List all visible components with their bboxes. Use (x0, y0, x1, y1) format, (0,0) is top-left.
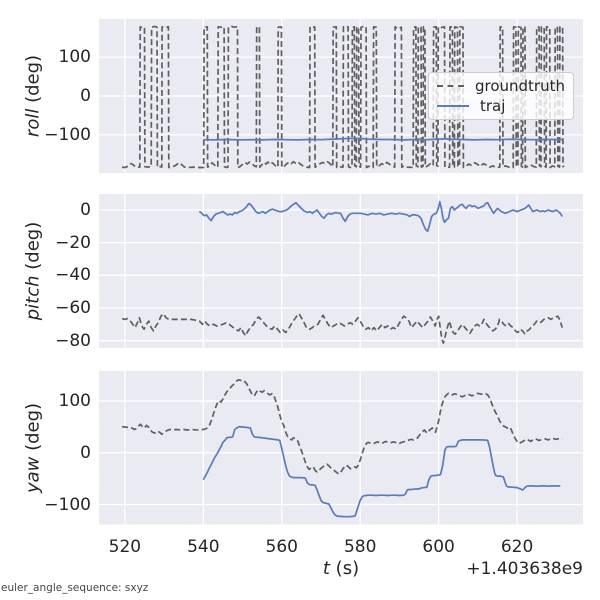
pitch-grid (99, 194, 583, 348)
roll-traj-line (203, 137, 563, 141)
roll-groundtruth-line (121, 25, 565, 169)
axis-variable: yaw (22, 456, 44, 493)
legend-label-traj: traj (480, 97, 506, 115)
yaw-traj-line (202, 426, 561, 518)
pitch-axis-label: pitch (deg) (23, 222, 44, 321)
traj-solid-line-sample (437, 105, 469, 107)
roll-axis-label: roll (deg) (23, 55, 44, 137)
pitch-traj-line (198, 200, 563, 233)
x-tick-label: 620 (500, 537, 534, 557)
pitch-ytick-label: −20 (55, 232, 91, 253)
axis-variable: pitch (22, 275, 44, 321)
pitch-groundtruth-line (121, 312, 564, 344)
x-axis-label: t (s) (241, 558, 441, 579)
pitch-ytick-label: −80 (55, 330, 91, 351)
axis-variable: t (322, 558, 330, 579)
x-tick-label: 560 (265, 537, 298, 557)
x-tick-label: 600 (422, 537, 455, 557)
yaw-plot-area (99, 371, 583, 525)
pitch-ytick-label: 0 (80, 200, 91, 220)
yaw-ytick-label: 100 (58, 391, 91, 412)
subplot-yaw (99, 371, 583, 525)
roll-ytick-label: 0 (80, 86, 91, 106)
yaw-grid (99, 371, 583, 525)
x-tick-label: 580 (343, 537, 377, 557)
groundtruth-dashed-line-sample (437, 85, 464, 87)
axis-unit: (deg) (22, 402, 44, 457)
yaw-groundtruth-line (122, 378, 563, 475)
x-axis-offset-label: +1.403638e9 (466, 559, 583, 579)
roll-ytick-label: 100 (58, 47, 91, 68)
legend: groundtruth traj (428, 72, 574, 120)
axis-unit: (deg) (22, 221, 44, 276)
pitch-ytick-label: −40 (55, 265, 91, 286)
x-tick-label: 520 (108, 537, 142, 557)
legend-item-traj: traj (437, 97, 565, 115)
x-tick-label: 540 (187, 537, 220, 557)
axis-variable: roll (22, 108, 44, 138)
yaw-axis-label: yaw (deg) (23, 403, 44, 493)
axis-unit: (deg) (22, 54, 44, 109)
pitch-ytick-label: −60 (55, 297, 91, 318)
subplot-pitch (99, 194, 583, 348)
roll-ytick-label: −100 (44, 124, 91, 145)
yaw-ytick-label: −100 (44, 494, 91, 515)
legend-label-groundtruth: groundtruth (474, 77, 565, 95)
footer-note: euler_angle_sequence: sxyz (1, 582, 149, 594)
axis-unit: (s) (329, 558, 360, 579)
yaw-ytick-label: 0 (80, 442, 91, 463)
legend-item-groundtruth: groundtruth (437, 77, 565, 95)
